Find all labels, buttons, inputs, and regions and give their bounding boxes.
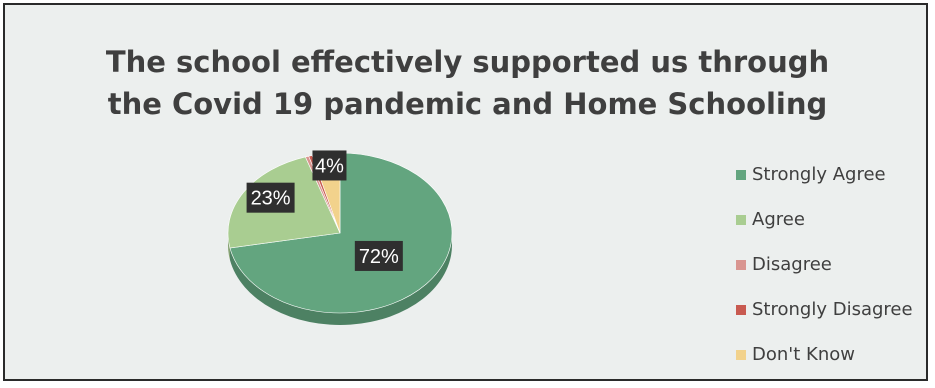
data-label-box xyxy=(312,150,347,181)
chart-title-line-1: The school effectively supported us thro… xyxy=(105,45,830,79)
legend-item-disagree: Disagree xyxy=(736,242,913,287)
legend-item-strongly-disagree: Strongly Disagree xyxy=(736,287,913,332)
data-label-don-t-know: 4% xyxy=(312,150,347,181)
legend-swatch xyxy=(736,349,746,360)
legend-swatch xyxy=(736,214,746,225)
legend-label: Disagree xyxy=(752,254,832,275)
data-label-box xyxy=(354,240,403,271)
legend-item-agree: Agree xyxy=(736,197,913,242)
chart-legend: Strongly Agree Agree Disagree Strongly Disa… xyxy=(736,152,913,377)
legend-label: Agree xyxy=(752,209,805,230)
data-label-text: 23% xyxy=(251,188,291,210)
pie-slice-strongly-agree xyxy=(229,152,453,314)
legend-label: Strongly Disagree xyxy=(752,299,913,320)
chart-frame: The school effectively supported us thro… xyxy=(3,3,928,381)
data-label-text: 4% xyxy=(315,155,344,177)
legend-swatch xyxy=(736,304,746,315)
legend-swatch xyxy=(736,169,746,180)
legend-item-strongly-agree: Strongly Agree xyxy=(736,152,913,197)
legend-swatch xyxy=(736,259,746,270)
data-label-strongly-agree: 72% xyxy=(354,240,403,271)
legend-label: Strongly Agree xyxy=(752,164,886,185)
data-label-agree: 23% xyxy=(246,182,295,213)
pie-side-walls xyxy=(228,233,452,326)
pie-chart: 72% 23% 4% xyxy=(227,150,453,326)
data-label-box xyxy=(246,182,295,213)
data-label-text: 72% xyxy=(359,246,399,268)
legend-item-don-t-know: Don't Know xyxy=(736,332,913,377)
legend-label: Don't Know xyxy=(752,344,855,365)
chart-title: The school effectively supported us thro… xyxy=(5,41,930,125)
pie-side-agree xyxy=(228,233,230,260)
chart-title-line-2: the Covid 19 pandemic and Home Schooling xyxy=(107,87,828,121)
